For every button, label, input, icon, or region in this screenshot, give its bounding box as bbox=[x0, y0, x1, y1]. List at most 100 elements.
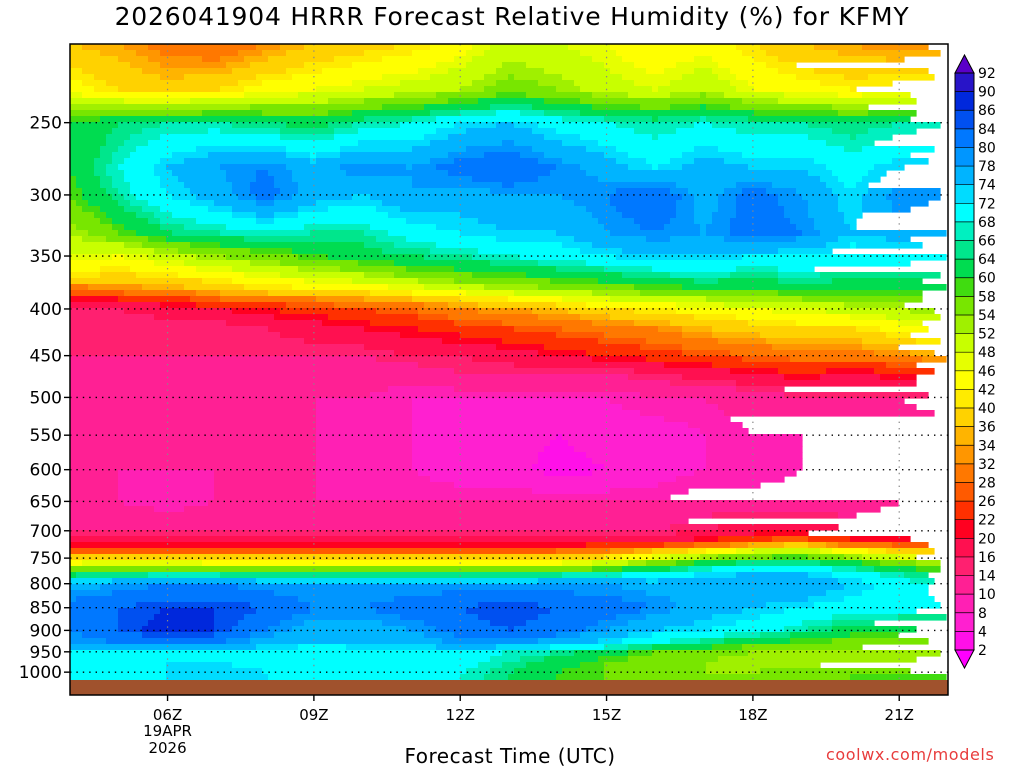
heatmap-cell bbox=[706, 662, 821, 669]
heatmap-cell bbox=[352, 62, 437, 69]
heatmap-cell bbox=[70, 284, 89, 291]
colorbar-segment bbox=[955, 91, 974, 111]
colorbar-label: 64 bbox=[978, 252, 996, 268]
heatmap-cell bbox=[682, 374, 785, 381]
heatmap-cell bbox=[580, 110, 755, 117]
heatmap-cell bbox=[622, 596, 671, 603]
heatmap-cell bbox=[502, 140, 515, 147]
heatmap-cell bbox=[862, 146, 935, 153]
heatmap-cell bbox=[124, 290, 197, 297]
heatmap-cell bbox=[742, 50, 767, 57]
heatmap-cell bbox=[670, 92, 701, 99]
heatmap-cell bbox=[574, 200, 611, 207]
heatmap-cell bbox=[82, 194, 113, 201]
heatmap-cell bbox=[730, 224, 797, 231]
heatmap-cell bbox=[838, 200, 863, 207]
colorbar-segment bbox=[955, 519, 974, 539]
heatmap-cell bbox=[130, 200, 149, 207]
colorbar-segment bbox=[955, 482, 974, 502]
heatmap-cell bbox=[424, 134, 449, 141]
heatmap-cell bbox=[670, 236, 725, 243]
heatmap-cell bbox=[670, 608, 743, 615]
heatmap-cell bbox=[622, 638, 671, 645]
heatmap-cell bbox=[532, 104, 593, 111]
heatmap-cell bbox=[616, 188, 671, 195]
heatmap-cell bbox=[748, 164, 827, 171]
heatmap-cell bbox=[496, 236, 575, 243]
heatmap-cell bbox=[100, 116, 365, 123]
heatmap-cell bbox=[478, 308, 533, 315]
xtick-label: 09Z bbox=[299, 706, 328, 724]
ytick-label: 850 bbox=[30, 599, 62, 619]
heatmap-cell bbox=[442, 590, 575, 597]
heatmap-cell bbox=[832, 566, 857, 573]
heatmap-cell bbox=[352, 122, 401, 129]
heatmap-cell bbox=[562, 194, 611, 201]
heatmap-cell bbox=[70, 350, 395, 357]
heatmap-cell bbox=[118, 146, 137, 153]
heatmap-cell bbox=[694, 68, 713, 75]
heatmap-cell bbox=[628, 644, 653, 651]
heatmap-cell bbox=[616, 50, 743, 57]
heatmap-cell bbox=[316, 434, 413, 441]
heatmap-cell bbox=[640, 290, 779, 297]
heatmap-cell bbox=[70, 266, 101, 273]
heatmap-cell bbox=[250, 104, 383, 111]
heatmap-cell bbox=[94, 158, 113, 165]
heatmap-cell bbox=[694, 470, 797, 477]
heatmap-cell bbox=[580, 98, 743, 105]
heatmap-cell bbox=[592, 320, 635, 327]
heatmap-cell bbox=[868, 110, 917, 117]
heatmap-cell bbox=[670, 380, 737, 387]
heatmap-cell bbox=[598, 218, 635, 225]
heatmap-cell bbox=[520, 656, 545, 663]
heatmap-cell bbox=[838, 578, 863, 585]
heatmap-cell bbox=[196, 254, 227, 261]
heatmap-cell bbox=[700, 230, 707, 237]
heatmap-cell bbox=[754, 548, 821, 555]
heatmap-cell bbox=[160, 218, 197, 225]
heatmap-cell bbox=[586, 260, 911, 267]
heatmap-cell bbox=[118, 122, 161, 129]
heatmap-cell bbox=[874, 584, 929, 591]
heatmap-cell bbox=[70, 116, 101, 123]
colorbar-segment bbox=[955, 259, 974, 279]
heatmap-cell bbox=[256, 74, 293, 81]
heatmap-cell bbox=[838, 236, 887, 243]
heatmap-cell bbox=[562, 158, 617, 165]
heatmap-cell bbox=[220, 128, 281, 135]
heatmap-cell bbox=[814, 158, 893, 165]
heatmap-cell bbox=[352, 194, 371, 201]
heatmap-cell bbox=[562, 140, 599, 147]
heatmap-cell bbox=[562, 572, 623, 579]
heatmap-cell bbox=[70, 518, 689, 525]
heatmap-cell bbox=[856, 242, 923, 249]
heatmap-cell bbox=[316, 296, 365, 303]
heatmap-cell bbox=[736, 194, 779, 201]
heatmap-cell bbox=[292, 626, 407, 633]
heatmap-cell bbox=[70, 578, 113, 585]
heatmap-cell bbox=[646, 68, 665, 75]
heatmap-cell bbox=[184, 224, 227, 231]
heatmap-cell bbox=[112, 182, 131, 189]
heatmap-cell bbox=[598, 338, 647, 345]
heatmap-cell bbox=[70, 290, 125, 297]
heatmap-cell bbox=[70, 206, 83, 213]
colorbar-segment bbox=[955, 445, 974, 465]
heatmap-cell bbox=[718, 74, 737, 81]
heatmap-cell bbox=[292, 248, 383, 255]
heatmap-cell bbox=[478, 662, 503, 669]
heatmap-cell bbox=[148, 200, 191, 207]
heatmap-cell bbox=[712, 332, 761, 339]
colorbar-label: 84 bbox=[978, 122, 996, 138]
heatmap-cell bbox=[70, 560, 83, 567]
heatmap-cell bbox=[820, 230, 947, 237]
heatmap-cell bbox=[844, 218, 857, 225]
heatmap-cell bbox=[70, 164, 95, 171]
heatmap-cell bbox=[706, 446, 803, 453]
heatmap-cell bbox=[694, 200, 719, 207]
heatmap-cell bbox=[280, 134, 335, 141]
heatmap-cell bbox=[772, 536, 809, 543]
heatmap-cell bbox=[538, 176, 599, 183]
heatmap-cell bbox=[292, 170, 347, 177]
